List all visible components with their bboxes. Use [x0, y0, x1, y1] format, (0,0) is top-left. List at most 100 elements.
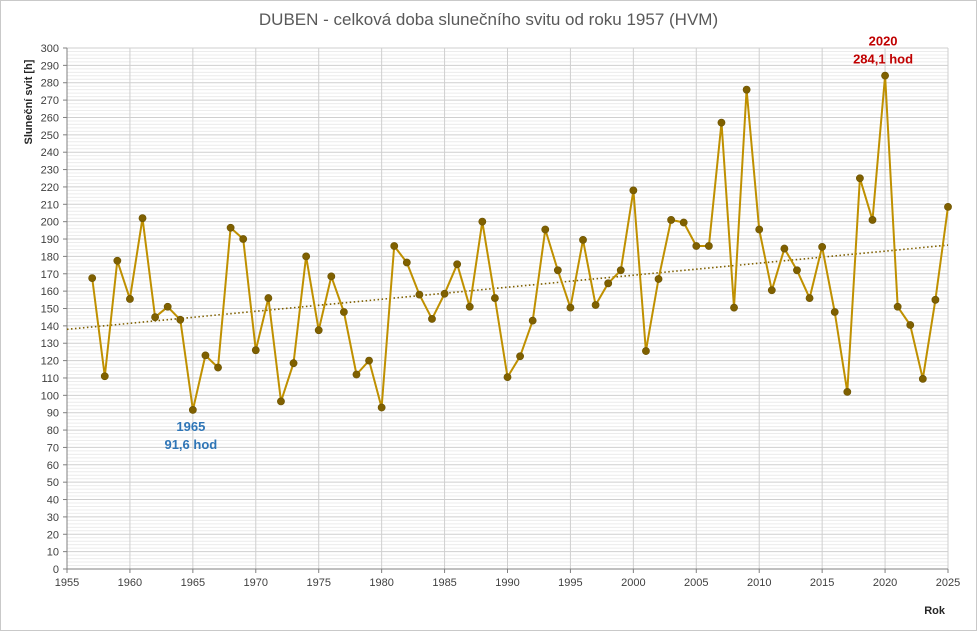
y-tick-label: 240	[41, 147, 59, 159]
y-tick-label: 170	[41, 269, 59, 281]
data-point	[491, 294, 499, 302]
x-tick-label: 1985	[432, 577, 456, 589]
x-tick-label: 2010	[747, 577, 771, 589]
y-tick-label: 80	[47, 425, 59, 437]
y-tick-label: 260	[41, 112, 59, 124]
data-point	[755, 225, 764, 234]
chart-title: DUBEN - celková doba slunečního svitu od…	[258, 10, 719, 29]
data-point	[868, 216, 877, 224]
data-point	[742, 85, 751, 94]
y-tick-label: 20	[47, 529, 59, 541]
y-tick-label: 150	[41, 304, 59, 316]
x-axis-title: Rok	[924, 605, 946, 617]
data-point	[226, 223, 235, 232]
y-tick-label: 230	[41, 165, 59, 177]
y-tick-label: 50	[47, 477, 59, 489]
y-tick-label: 130	[41, 338, 59, 350]
y-tick-label: 0	[53, 564, 59, 576]
x-tick-label: 1960	[118, 577, 142, 589]
data-point	[730, 303, 738, 312]
data-point	[352, 370, 361, 379]
y-tick-label: 120	[41, 356, 59, 368]
data-point	[566, 303, 575, 312]
y-axis-title: Sluneční svit [h]	[23, 59, 35, 144]
y-tick-label: 140	[41, 321, 59, 333]
x-tick-labels: 1955 1960 1965 1970 1975 1980 1985 1990 1995 2000…	[55, 577, 960, 589]
data-point	[893, 302, 902, 311]
data-point	[629, 186, 638, 195]
data-point	[679, 218, 688, 227]
y-tick-label: 200	[41, 217, 59, 229]
data-point	[818, 242, 827, 251]
data-point	[88, 274, 97, 283]
x-tick-label: 2015	[810, 577, 834, 589]
data-point	[126, 295, 134, 303]
data-point	[214, 363, 222, 372]
data-point	[377, 403, 386, 412]
data-point	[453, 260, 462, 269]
y-tick-label: 250	[41, 130, 59, 142]
data-point	[843, 387, 852, 396]
y-tick-label: 90	[47, 408, 59, 420]
data-point	[251, 346, 260, 355]
data-point	[289, 359, 298, 368]
data-point	[138, 214, 147, 223]
major-gridlines	[66, 47, 949, 570]
y-tick-label: 160	[41, 286, 59, 298]
data-point	[151, 313, 159, 322]
x-tick-label: 1995	[558, 577, 582, 589]
y-tick-label: 30	[47, 512, 59, 524]
data-point	[793, 266, 801, 275]
y-tick-label: 300	[41, 43, 59, 55]
x-tick-label: 1975	[306, 577, 330, 589]
data-point	[516, 352, 524, 361]
data-point	[113, 256, 122, 265]
y-tick-labels: 0 10 20 30 40 50 60 70 80 90 100 110 120 130 140 150 160…	[41, 43, 59, 576]
data-point	[616, 266, 625, 275]
x-tick-label: 2000	[621, 577, 645, 589]
axes	[63, 47, 949, 573]
y-tick-label: 110	[41, 373, 59, 385]
data-point	[541, 225, 550, 234]
data-point	[264, 294, 273, 302]
data-point	[465, 302, 474, 311]
data-point	[604, 279, 613, 288]
y-tick-label: 10	[47, 547, 59, 559]
annotations: 1965 91,6 hod 2020 284,1 hod	[164, 34, 913, 452]
data-point	[642, 347, 650, 355]
data-point	[654, 275, 663, 283]
data-points	[88, 71, 952, 414]
data-point	[201, 351, 210, 360]
x-tick-label: 2020	[873, 577, 897, 589]
annotation-value: 284,1 hod	[853, 52, 913, 67]
data-point	[830, 308, 839, 316]
data-point	[856, 174, 864, 183]
data-point	[591, 301, 600, 309]
data-point	[100, 372, 109, 381]
annotation-year: 1965	[176, 419, 205, 434]
y-tick-label: 70	[47, 442, 59, 454]
data-point	[780, 244, 789, 253]
data-point	[767, 286, 776, 295]
y-tick-label: 220	[41, 182, 59, 194]
x-tick-label: 1970	[244, 577, 268, 589]
x-tick-label: 1965	[181, 577, 205, 589]
data-point	[944, 203, 952, 211]
y-tick-label: 280	[41, 78, 59, 90]
data-point	[503, 373, 512, 381]
annotation-year: 2020	[869, 34, 898, 49]
data-point	[176, 315, 185, 324]
data-point	[365, 356, 373, 365]
x-tick-label: 2005	[684, 577, 708, 589]
data-point	[805, 294, 814, 302]
data-point	[339, 308, 348, 316]
data-point	[704, 242, 713, 250]
y-tick-label: 210	[41, 199, 59, 211]
data-point	[428, 315, 436, 323]
y-tick-label: 60	[47, 460, 59, 472]
data-point	[918, 374, 927, 383]
data-point	[239, 235, 248, 243]
data-point	[402, 258, 411, 267]
data-point	[327, 272, 336, 281]
